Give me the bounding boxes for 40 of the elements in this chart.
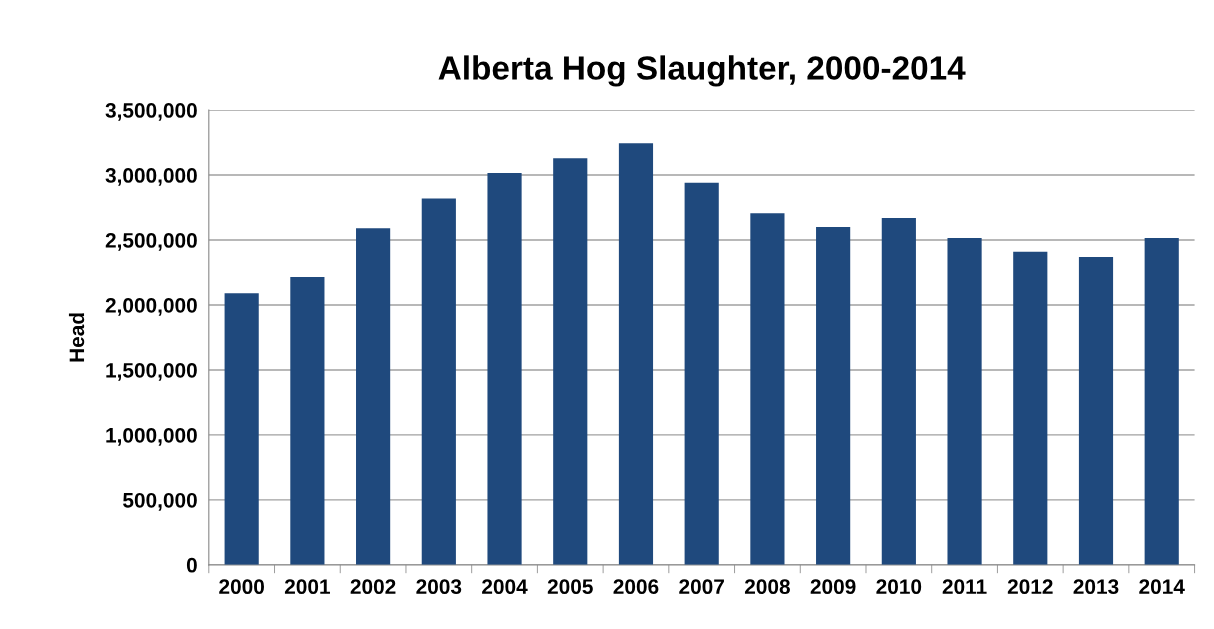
x-tick-label: 2002 bbox=[350, 579, 396, 595]
y-tick-label: 2,000,000 bbox=[105, 297, 197, 316]
x-tick-label: 2009 bbox=[810, 579, 856, 595]
bar bbox=[684, 182, 719, 565]
bar bbox=[881, 217, 916, 565]
x-tick-label: 2012 bbox=[1007, 579, 1053, 595]
bar bbox=[816, 227, 851, 565]
bar bbox=[224, 293, 259, 565]
x-tick-label: 2006 bbox=[613, 579, 659, 595]
y-tick-label: 0 bbox=[186, 557, 197, 573]
x-tick-label: 2010 bbox=[876, 579, 922, 595]
x-tick-label: 2003 bbox=[416, 579, 462, 595]
chart-title: Alberta Hog Slaughter, 2000-2014 bbox=[438, 55, 966, 87]
bar bbox=[356, 228, 391, 565]
y-tick-label: 1,000,000 bbox=[106, 427, 197, 446]
x-tick-label: 2001 bbox=[284, 579, 330, 595]
x-tick-label: 2000 bbox=[219, 579, 264, 595]
bar bbox=[487, 173, 522, 565]
x-tick-label: 2008 bbox=[744, 579, 790, 595]
y-tick-label: 3,500,000 bbox=[105, 103, 197, 121]
x-tick-label: 2007 bbox=[679, 579, 724, 595]
x-tick-label: 2005 bbox=[547, 579, 593, 595]
bar bbox=[553, 158, 588, 565]
bar bbox=[618, 143, 654, 565]
bar bbox=[1144, 238, 1179, 565]
x-tick-label: 2014 bbox=[1139, 579, 1185, 595]
y-axis-title: Head bbox=[68, 313, 85, 362]
y-tick-label: 500,000 bbox=[123, 492, 197, 511]
bar bbox=[421, 198, 456, 565]
x-tick-label: 2011 bbox=[942, 579, 987, 595]
bar bbox=[1078, 256, 1114, 565]
y-tick-label: 1,500,000 bbox=[106, 362, 197, 381]
bar bbox=[947, 238, 982, 565]
x-tick-label: 2013 bbox=[1073, 579, 1119, 595]
x-tick-label: 2004 bbox=[482, 579, 528, 595]
y-tick-label: 2,500,000 bbox=[105, 233, 197, 251]
y-tick-label: 3,000,000 bbox=[105, 168, 197, 186]
bar bbox=[750, 213, 785, 565]
bar bbox=[1013, 251, 1048, 565]
bar bbox=[290, 277, 325, 565]
